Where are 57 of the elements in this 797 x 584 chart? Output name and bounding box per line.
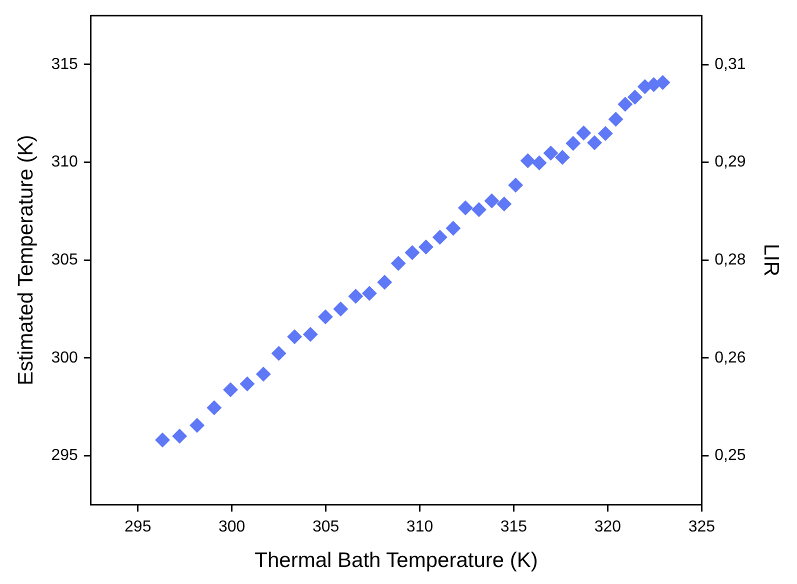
y2-tick-label: 0,29 — [714, 154, 746, 171]
point — [484, 193, 500, 208]
point — [446, 220, 461, 236]
point — [587, 135, 602, 150]
y-tick-label: 305 — [51, 252, 78, 269]
point — [362, 286, 377, 301]
x-tick-label: 320 — [594, 518, 622, 536]
point — [608, 112, 624, 127]
y-tick-label: 315 — [51, 56, 78, 73]
y2-axis-title: LIR — [760, 244, 783, 276]
y-tick-label: 300 — [51, 349, 78, 366]
x-tick-label: 305 — [312, 518, 340, 536]
point — [554, 150, 570, 165]
point — [432, 230, 448, 245]
point — [566, 136, 581, 151]
x-tick-label: 315 — [500, 518, 528, 536]
point — [348, 288, 364, 304]
point — [458, 200, 473, 216]
point — [576, 125, 592, 140]
y-tick-label: 295 — [51, 447, 78, 464]
point — [333, 302, 348, 316]
point — [302, 326, 318, 342]
point — [377, 274, 392, 290]
point — [598, 126, 613, 142]
point — [256, 366, 271, 382]
y-tick-label: 310 — [51, 154, 78, 171]
point — [508, 178, 524, 193]
point — [418, 239, 434, 254]
point — [154, 432, 170, 448]
x-tick-label: 325 — [688, 518, 716, 536]
point — [287, 329, 302, 344]
point — [172, 428, 188, 444]
point — [543, 146, 558, 161]
y2-tick-label: 0,26 — [714, 349, 746, 366]
point — [390, 256, 406, 271]
x-axis-title: Thermal Bath Temperature (K) — [254, 549, 538, 572]
point — [240, 376, 255, 392]
y2-tick-label: 0,31 — [714, 56, 746, 73]
x-tick-label: 295 — [124, 518, 152, 536]
point — [655, 74, 670, 90]
point — [206, 400, 222, 416]
point — [627, 90, 642, 105]
x-tick-label: 300 — [218, 518, 246, 536]
point — [404, 245, 420, 260]
x-tick-label: 310 — [406, 518, 434, 536]
y-axis-title: Estimated Temperature (K) — [14, 134, 38, 386]
point — [496, 196, 512, 212]
point — [520, 153, 536, 168]
point — [532, 155, 547, 170]
y2-tick-label: 0,25 — [714, 447, 746, 464]
point — [271, 346, 286, 361]
point — [223, 382, 238, 398]
point — [318, 309, 333, 324]
point — [471, 202, 486, 218]
point — [190, 418, 205, 433]
point — [618, 96, 633, 112]
y2-tick-label: 0,28 — [714, 252, 746, 269]
